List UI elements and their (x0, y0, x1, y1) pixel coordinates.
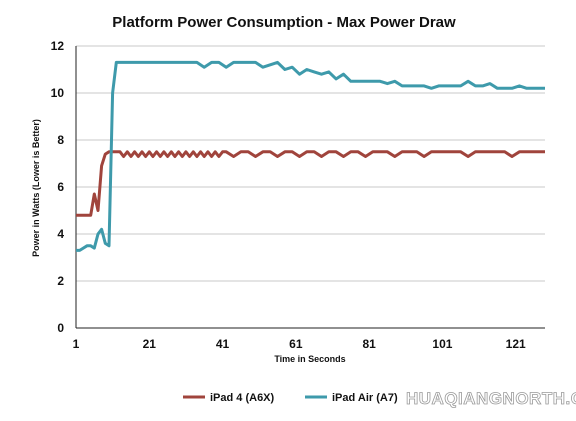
y-tick-label: 6 (57, 180, 64, 194)
series-lines (76, 60, 545, 252)
y-tick-label: 2 (57, 274, 64, 288)
y-tick-label: 12 (51, 39, 65, 53)
x-tick-label: 81 (362, 337, 376, 351)
legend-label-2: iPad Air (A7) (332, 392, 398, 404)
x-tick-labels: 1 21 41 61 81 101 121 (73, 337, 526, 351)
chart-title: Platform Power Consumption - Max Power D… (112, 14, 456, 31)
grid-lines (76, 45, 545, 282)
y-tick-label: 0 (57, 321, 64, 335)
x-tick-label: 61 (289, 337, 303, 351)
y-tick-label: 10 (51, 86, 65, 100)
y-tick-labels: 0 2 4 6 8 10 12 (51, 39, 65, 335)
x-tick-label: 121 (506, 337, 526, 351)
series-line-2 (76, 60, 545, 252)
legend: iPad 4 (A6X) iPad Air (A7) (183, 392, 398, 404)
x-tick-label: 1 (73, 337, 80, 351)
y-tick-label: 4 (57, 227, 64, 241)
x-tick-label: 101 (432, 337, 452, 351)
y-axis-label: Power in Watts (Lower is Better) (31, 119, 41, 257)
watermark: HUAQIANGNORTH.COM (406, 389, 576, 408)
x-tick-label: 21 (143, 337, 157, 351)
legend-label-1: iPad 4 (A6X) (210, 392, 275, 404)
x-axis-label: Time in Seconds (274, 354, 345, 364)
series-line-1 (76, 150, 545, 217)
y-tick-label: 8 (57, 133, 64, 147)
x-tick-label: 41 (216, 337, 230, 351)
